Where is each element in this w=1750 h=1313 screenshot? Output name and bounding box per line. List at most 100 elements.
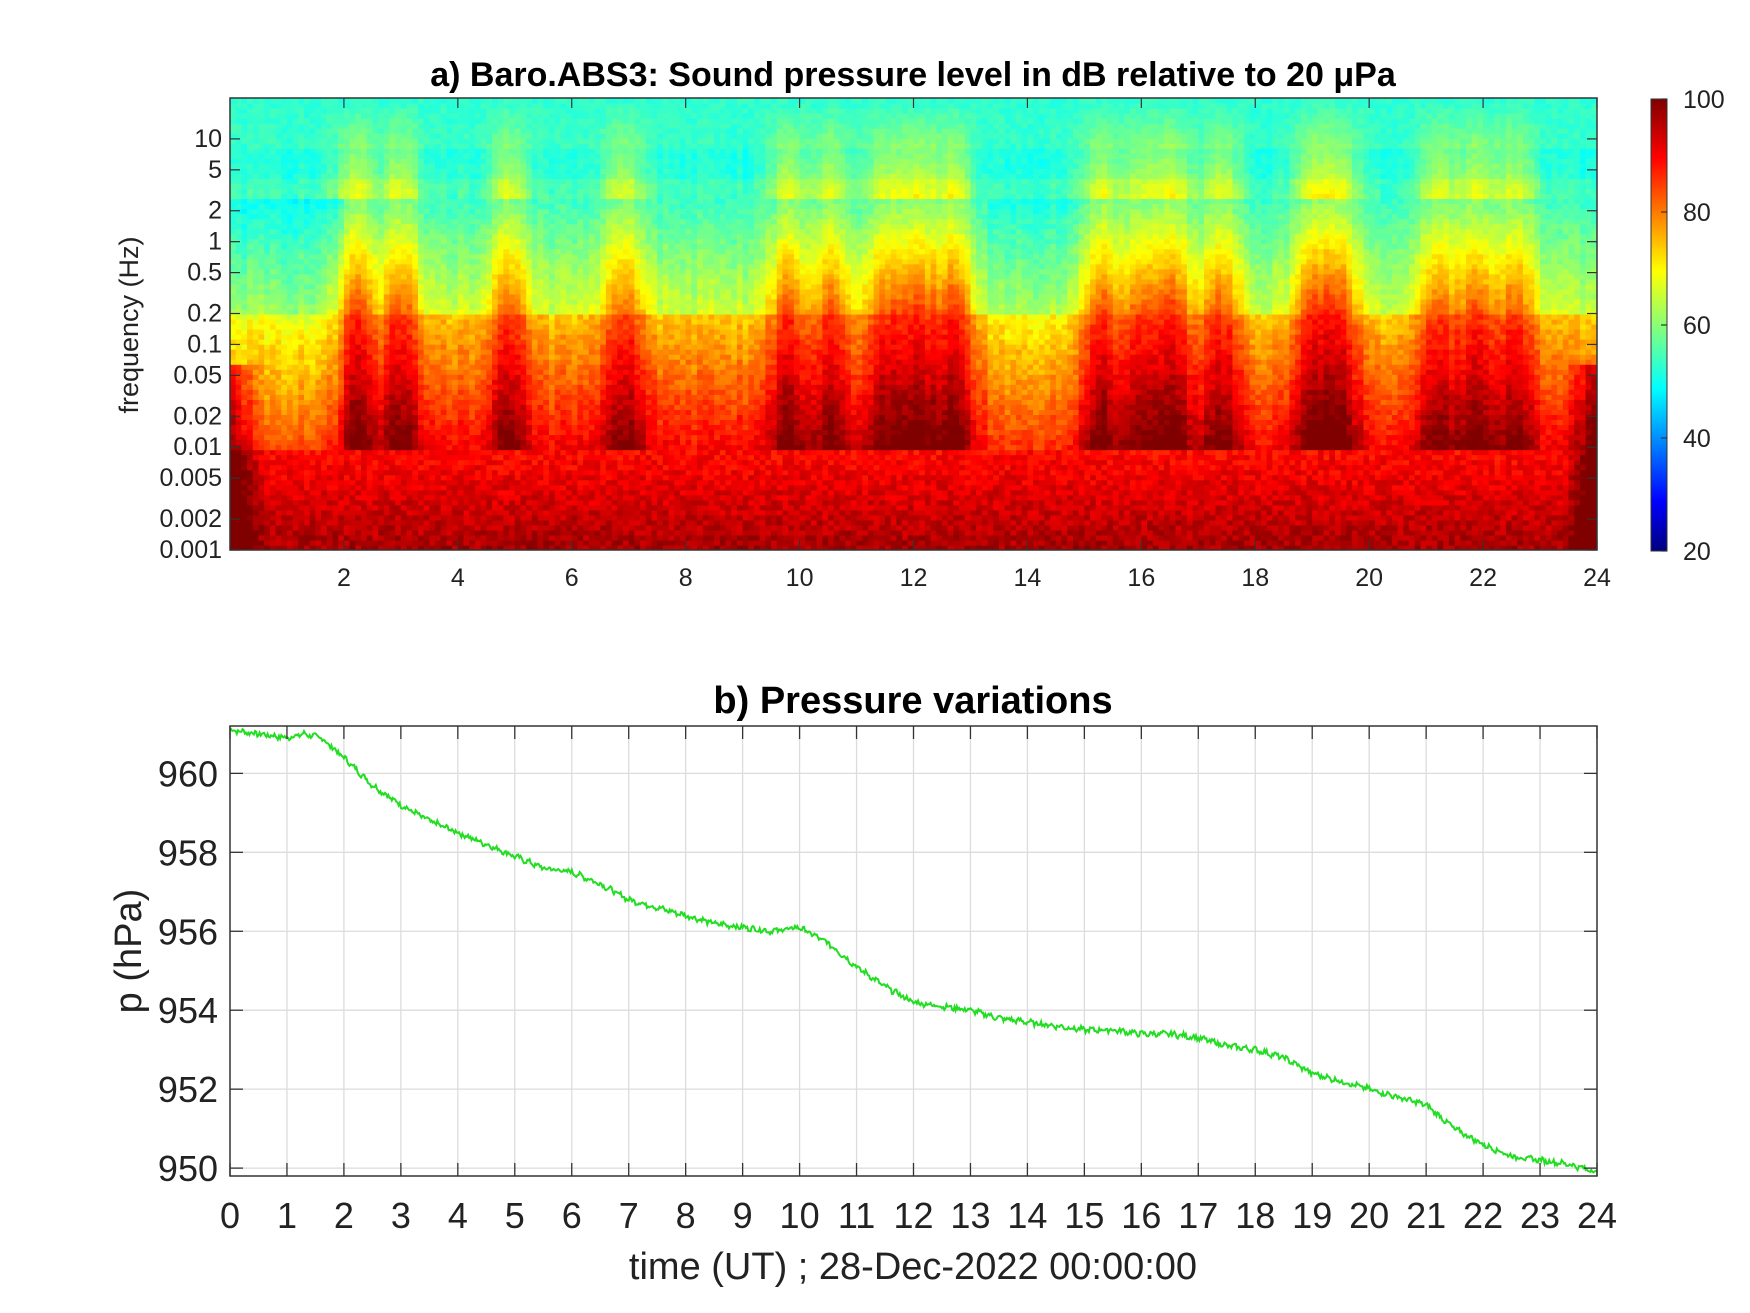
spectrogram-cell	[304, 480, 310, 486]
spectrogram-cell	[435, 178, 441, 184]
spectrogram-cell	[264, 419, 270, 425]
spectrogram-cell	[276, 404, 282, 410]
spectrogram-cell	[532, 480, 538, 486]
spectrogram-cell	[481, 354, 487, 360]
spectrogram-cell	[418, 520, 424, 526]
spectrogram-cell	[327, 269, 333, 275]
spectrogram-cell	[241, 188, 247, 194]
spectrogram-cell	[287, 500, 293, 506]
spectrogram-cell	[361, 314, 367, 320]
spectrogram-cell	[424, 128, 430, 134]
spectrogram-cell	[538, 143, 544, 149]
spectrogram-cell	[298, 118, 304, 124]
spectrogram-cell	[236, 490, 242, 496]
spectrogram-cell	[412, 214, 418, 220]
spectrogram-cell	[253, 108, 259, 114]
spectrogram-cell	[367, 495, 373, 501]
spectrogram-cell	[418, 103, 424, 109]
spectrogram-cell	[293, 525, 299, 531]
spectrogram-cell	[241, 409, 247, 415]
spectrogram-cell	[418, 249, 424, 255]
spectrogram-cell	[435, 324, 441, 330]
spectrogram-cell	[276, 434, 282, 440]
spectrogram-cell	[412, 153, 418, 159]
spectrogram-cell	[230, 399, 236, 405]
spectrogram-cell	[486, 173, 492, 179]
spectrogram-cell	[498, 319, 504, 325]
spectrogram-cell	[526, 208, 532, 214]
spectrogram-cell	[441, 143, 447, 149]
spectrogram-cell	[492, 455, 498, 461]
spectrogram-cell	[441, 138, 447, 144]
spectrogram-cell	[310, 374, 316, 380]
spectrogram-cell	[247, 244, 253, 250]
spectrogram-cell	[441, 314, 447, 320]
spectrogram-cell	[464, 294, 470, 300]
spectrogram-cell	[378, 480, 384, 486]
spectrogram-cell	[395, 284, 401, 290]
spectrogram-cell	[372, 314, 378, 320]
spectrogram-cell	[276, 173, 282, 179]
spectrogram-cell	[532, 354, 538, 360]
spectrogram-cell	[333, 193, 339, 199]
spectrogram-cell	[486, 299, 492, 305]
spectrogram-cell	[367, 173, 373, 179]
spectrogram-cell	[258, 520, 264, 526]
spectrogram-cell	[293, 193, 299, 199]
spectrogram-cell	[321, 505, 327, 511]
spectrogram-cell	[247, 540, 253, 546]
spectrogram-cell	[458, 198, 464, 204]
spectrogram-cell	[503, 510, 509, 516]
spectrogram-cell	[253, 339, 259, 345]
spectrogram-cell	[401, 485, 407, 491]
spectrogram-cell	[515, 274, 521, 280]
spectrogram-cell	[270, 515, 276, 521]
spectrogram-cell	[509, 389, 515, 395]
spectrogram-cell	[298, 229, 304, 235]
spectrogram-cell	[395, 224, 401, 230]
spectrogram-cell	[367, 419, 373, 425]
spectrogram-cell	[310, 490, 316, 496]
spectrogram-cell	[298, 158, 304, 164]
spectrogram-cell	[384, 409, 390, 415]
spectrogram-cell	[509, 414, 515, 420]
spectrogram-cell	[464, 153, 470, 159]
spectrogram-cell	[526, 269, 532, 275]
spectrogram-cell	[236, 163, 242, 169]
spectrogram-cell	[287, 515, 293, 521]
spectrogram-cell	[236, 219, 242, 225]
spectrogram-cell	[372, 319, 378, 325]
spectrogram-cell	[321, 193, 327, 199]
spectrogram-cell	[258, 178, 264, 184]
spectrogram-cell	[253, 334, 259, 340]
spectrogram-cell	[350, 354, 356, 360]
spectrogram-cell	[486, 304, 492, 310]
spectrogram-cell	[355, 389, 361, 395]
spectrogram-cell	[350, 304, 356, 310]
spectrogram-cell	[498, 254, 504, 260]
spectrogram-cell	[401, 274, 407, 280]
spectrogram-cell	[503, 339, 509, 345]
spectrogram-cell	[241, 224, 247, 230]
spectrogram-cell	[276, 193, 282, 199]
spectrogram-cell	[509, 440, 515, 446]
spectrogram-cell	[361, 173, 367, 179]
spectrogram-cell	[338, 214, 344, 220]
spectrogram-cell	[372, 138, 378, 144]
spectrogram-cell	[338, 178, 344, 184]
spectrogram-cell	[452, 515, 458, 521]
spectrogram-cell	[429, 515, 435, 521]
spectrogram-cell	[446, 163, 452, 169]
spectrogram-cell	[526, 299, 532, 305]
spectrogram-cell	[287, 470, 293, 476]
spectrogram-cell	[475, 284, 481, 290]
spectrogram-cell	[276, 279, 282, 285]
spectrogram-cell	[424, 460, 430, 466]
spectrogram-cell	[270, 369, 276, 375]
spectrogram-cell	[384, 520, 390, 526]
spectrogram-cell	[401, 329, 407, 335]
spectrogram-cell	[446, 530, 452, 536]
spectrogram-cell	[258, 525, 264, 531]
spectrogram-cell	[327, 465, 333, 471]
spectrogram-cell	[498, 314, 504, 320]
